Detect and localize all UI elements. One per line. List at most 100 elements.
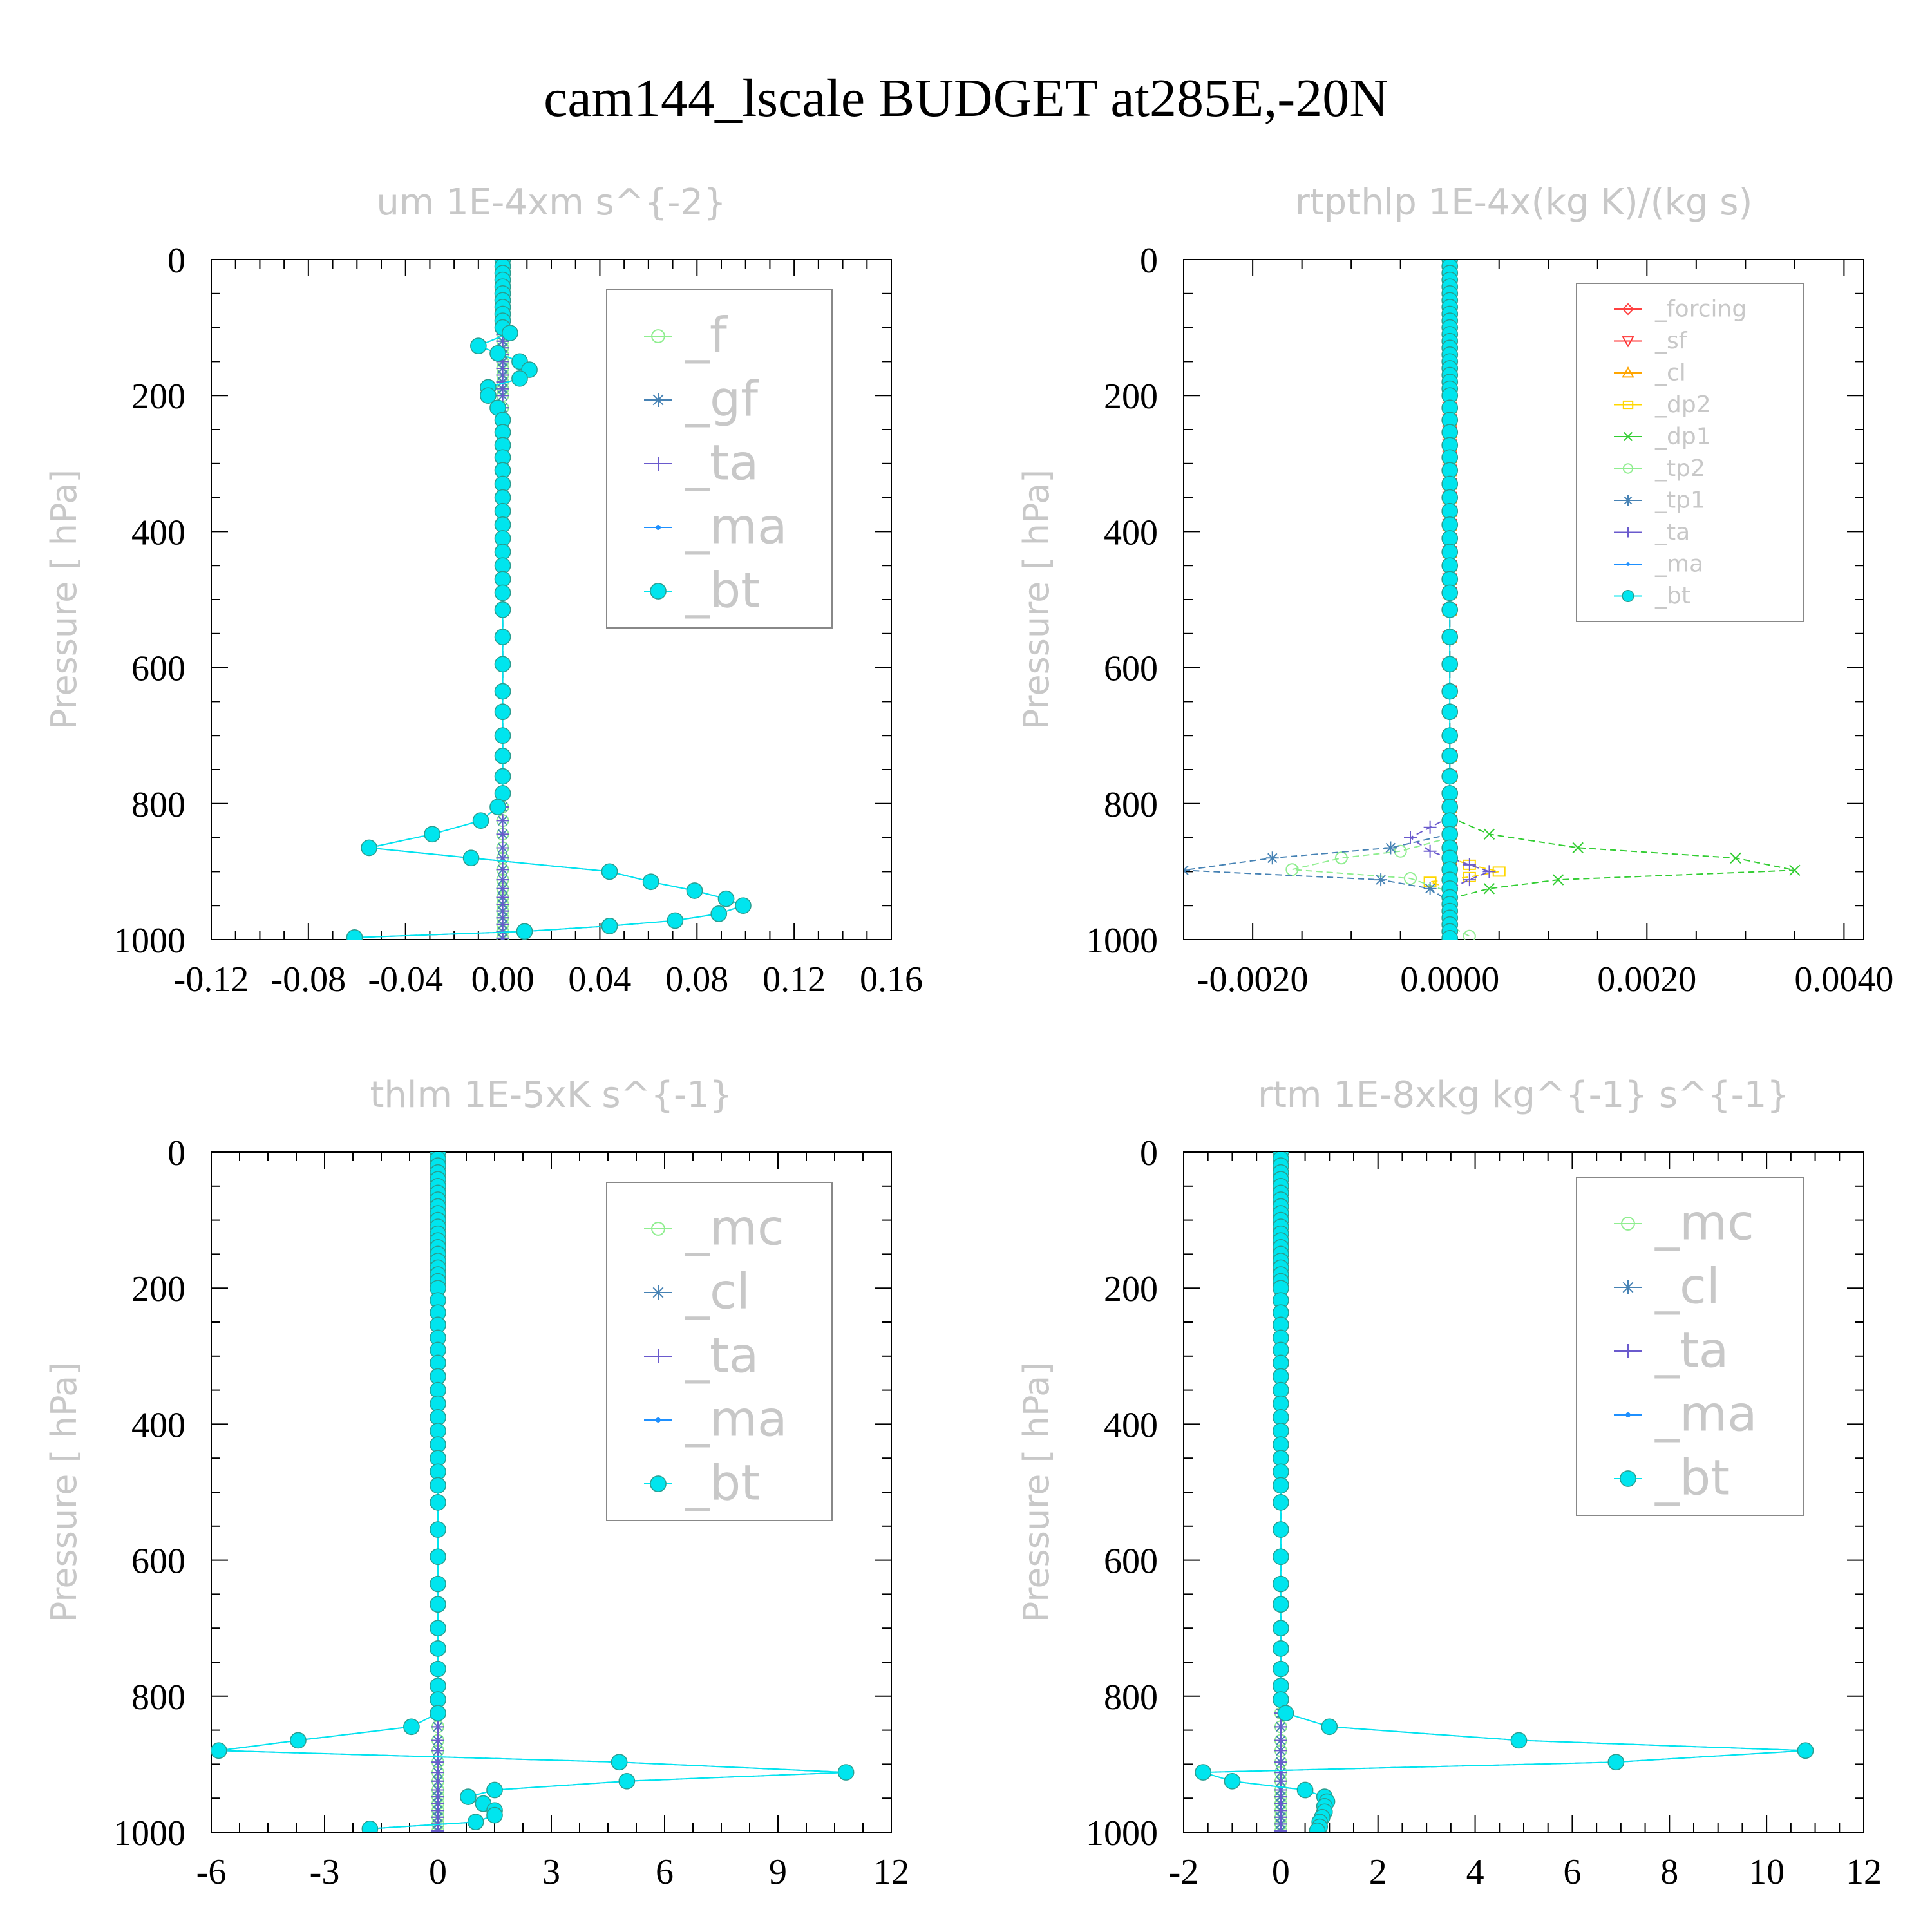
x-tick-label: 0.00 <box>471 960 535 999</box>
series-line <box>1409 817 1492 889</box>
x-tick-label: -6 <box>196 1852 227 1892</box>
y-tick-label: 200 <box>1104 377 1158 417</box>
data-point <box>496 828 509 841</box>
data-point <box>430 1493 446 1511</box>
data-point <box>430 1620 446 1637</box>
x-tick-label: 6 <box>1563 1852 1581 1892</box>
legend-marker <box>1622 463 1634 474</box>
data-point <box>601 863 618 880</box>
panel-2: rtpthlp 1E-4x(kg K)/(kg s) Pressure [ hPa… <box>1016 182 1893 999</box>
legend-marker <box>656 1417 661 1423</box>
data-point <box>403 1718 420 1736</box>
series-line <box>1184 833 1450 903</box>
legend-label: _ta <box>685 433 759 491</box>
data-point <box>1423 844 1437 858</box>
legend-label: _cl <box>1654 360 1686 386</box>
x-tick-label: -0.12 <box>174 960 249 999</box>
panel-title: thlm 1E-5xK s^{-1} <box>370 1074 732 1116</box>
panel-title: um 1E-4xm s^{-2} <box>376 182 726 223</box>
data-point <box>1441 683 1459 700</box>
data-point <box>1224 1772 1241 1790</box>
legend-label: _ma <box>1654 551 1703 578</box>
legend-label: _bt <box>685 561 760 618</box>
legend-marker <box>1620 1470 1636 1487</box>
data-point <box>1273 1596 1289 1613</box>
data-point <box>1273 1620 1289 1637</box>
legend-label: _bt <box>1654 583 1690 609</box>
x-tick-label: 0.0000 <box>1400 960 1499 999</box>
legend-label: _ta <box>1654 1321 1728 1378</box>
data-point <box>346 929 363 940</box>
data-point <box>1441 748 1459 764</box>
x-tick-label: 3 <box>542 1852 560 1892</box>
data-point <box>667 912 684 929</box>
y-ticks <box>211 1151 891 1833</box>
plot-area <box>346 260 752 940</box>
data-point <box>486 1806 503 1824</box>
data-point <box>1441 584 1459 601</box>
data-point <box>1441 629 1459 645</box>
y-tick-label: 800 <box>1104 785 1158 825</box>
data-point <box>494 629 511 645</box>
data-point <box>1463 929 1476 940</box>
y-tick-label: 400 <box>1104 513 1158 553</box>
data-point <box>496 931 509 940</box>
legend-marker <box>1621 1344 1635 1358</box>
panel-1: um 1E-4xm s^{-2} Pressure [ hPa] 0 200 400 60… <box>44 182 923 999</box>
data-point <box>494 656 511 673</box>
legend-label: _tp2 <box>1654 455 1705 482</box>
data-point <box>1384 841 1397 855</box>
y-axis-label: Pressure [ hPa] <box>44 1362 84 1623</box>
data-point <box>1273 1640 1289 1657</box>
data-point <box>470 337 487 354</box>
data-point <box>1195 1764 1212 1781</box>
legend-marker <box>651 1285 665 1300</box>
series-dp2 <box>1423 853 1506 894</box>
data-point <box>431 1744 444 1757</box>
data-point <box>494 768 511 785</box>
legend-label: _ma <box>1654 1385 1757 1442</box>
legend-label: _ma <box>685 497 788 554</box>
y-axis-label: Pressure [ hPa] <box>1016 469 1057 730</box>
data-point <box>710 905 728 922</box>
data-point <box>1789 864 1801 876</box>
x-tick-label: 12 <box>873 1852 909 1892</box>
data-point <box>1334 851 1348 865</box>
legend: _mc _cl _ta _ma _bt <box>606 1182 833 1521</box>
series-tp1 <box>1184 828 1457 909</box>
data-point <box>511 370 528 387</box>
x-tick-label: 4 <box>1466 1852 1484 1892</box>
data-point <box>611 1754 628 1771</box>
data-point <box>1730 852 1741 864</box>
y-ticks <box>211 259 891 940</box>
data-point <box>1483 828 1495 840</box>
legend-marker <box>1625 1412 1631 1417</box>
data-point <box>1274 1744 1287 1757</box>
data-point <box>430 1705 446 1722</box>
y-tick-label: 800 <box>1104 1678 1158 1718</box>
data-point <box>460 1788 477 1805</box>
legend-label: _cl <box>1654 1257 1720 1314</box>
data-point <box>1404 871 1417 885</box>
legend-label: _dp1 <box>1654 424 1711 450</box>
legend-label: _mc <box>685 1198 784 1256</box>
y-tick-label: 800 <box>131 785 185 825</box>
data-point <box>494 683 511 700</box>
data-point <box>1423 882 1437 895</box>
data-point <box>467 1814 484 1831</box>
legend-label: _forcing <box>1654 296 1747 323</box>
x-tick-label: 12 <box>1846 1852 1882 1892</box>
series-dp1 <box>1444 811 1801 905</box>
data-point <box>1441 703 1459 721</box>
legend-label: _bt <box>685 1454 760 1511</box>
legend-marker <box>1622 400 1634 410</box>
legend-marker <box>1626 562 1630 566</box>
legend-label: _gf <box>685 370 759 427</box>
data-point <box>431 1824 444 1832</box>
data-point <box>496 814 509 828</box>
data-point <box>837 1764 855 1781</box>
data-point <box>494 727 511 744</box>
y-tick-label: 1000 <box>1086 921 1158 961</box>
legend-label: _dp2 <box>1654 392 1711 418</box>
